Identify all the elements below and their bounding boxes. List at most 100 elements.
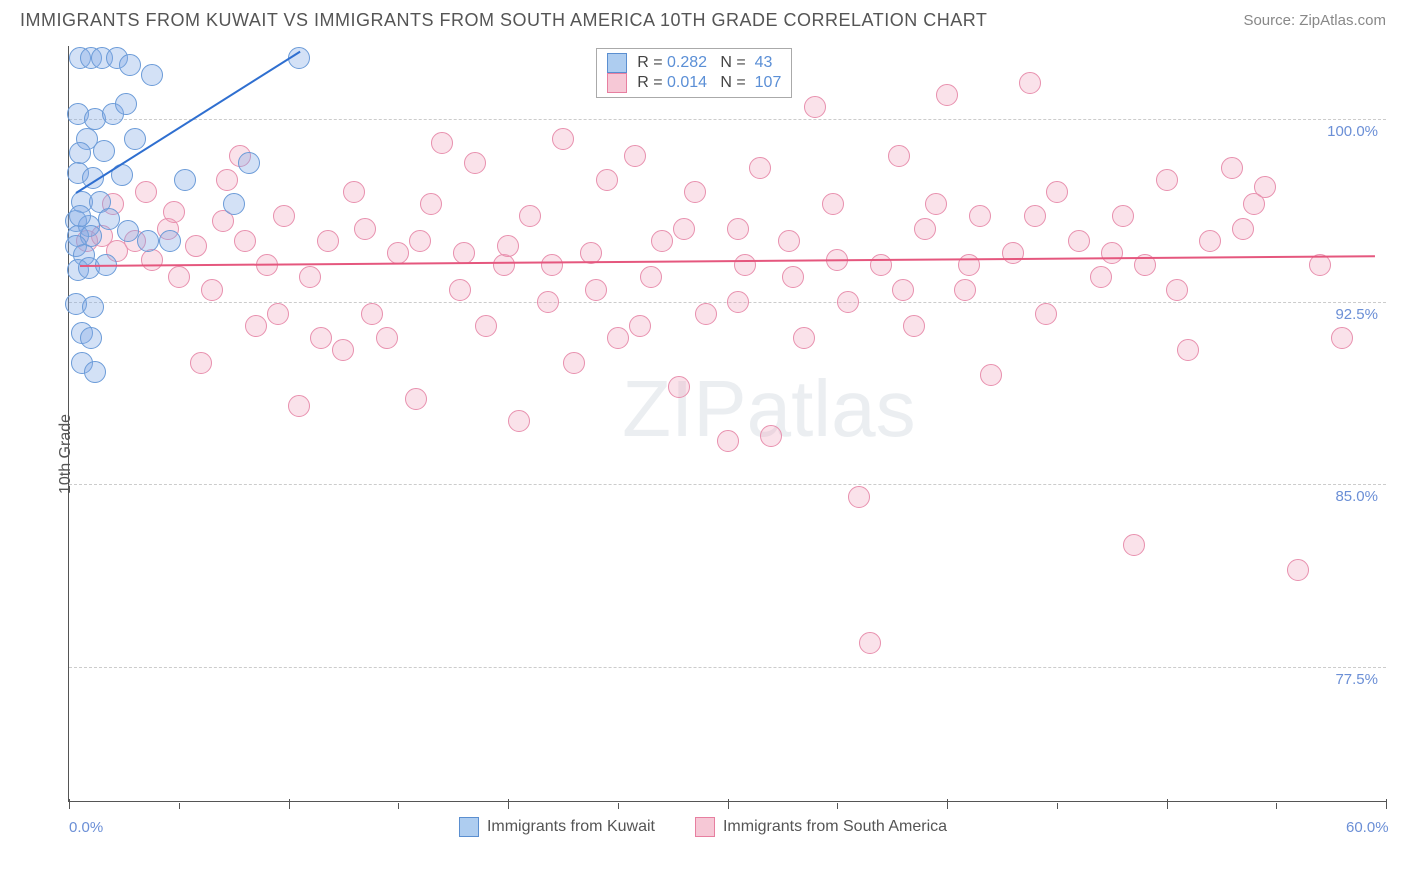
x-tick xyxy=(508,799,509,809)
data-point xyxy=(267,303,289,325)
data-point xyxy=(115,93,137,115)
data-point xyxy=(1123,534,1145,556)
legend-row: R = 0.014 N = 107 xyxy=(607,73,782,93)
data-point xyxy=(734,254,756,276)
data-point xyxy=(717,430,739,452)
data-point xyxy=(201,279,223,301)
data-point xyxy=(640,266,662,288)
data-point xyxy=(190,352,212,374)
x-tick-minor xyxy=(179,803,180,809)
data-point xyxy=(822,193,844,215)
data-point xyxy=(1254,176,1276,198)
data-point xyxy=(245,315,267,337)
data-point xyxy=(563,352,585,374)
data-point xyxy=(1199,230,1221,252)
data-point xyxy=(684,181,706,203)
data-point xyxy=(727,291,749,313)
data-point xyxy=(288,395,310,417)
x-tick-minor xyxy=(1057,803,1058,809)
data-point xyxy=(1166,279,1188,301)
data-point xyxy=(361,303,383,325)
data-point xyxy=(607,327,629,349)
x-tick xyxy=(289,799,290,809)
gridline xyxy=(69,119,1386,120)
data-point xyxy=(804,96,826,118)
data-point xyxy=(174,169,196,191)
data-point xyxy=(624,145,646,167)
data-point xyxy=(892,279,914,301)
data-point xyxy=(82,296,104,318)
data-point xyxy=(1156,169,1178,191)
data-point xyxy=(273,205,295,227)
data-point xyxy=(137,230,159,252)
legend-stat-text: R = 0.282 N = 43 xyxy=(633,54,773,72)
y-tick-label: 85.0% xyxy=(1335,488,1378,505)
data-point xyxy=(216,169,238,191)
data-point xyxy=(117,220,139,242)
data-point xyxy=(409,230,431,252)
x-tick-minor xyxy=(837,803,838,809)
data-point xyxy=(376,327,398,349)
data-point xyxy=(980,364,1002,386)
data-point xyxy=(537,291,559,313)
data-point xyxy=(695,303,717,325)
data-point xyxy=(168,266,190,288)
data-point xyxy=(673,218,695,240)
data-point xyxy=(519,205,541,227)
data-point xyxy=(84,361,106,383)
data-point xyxy=(343,181,365,203)
legend-row: R = 0.282 N = 43 xyxy=(607,53,782,73)
data-point xyxy=(888,145,910,167)
data-point xyxy=(552,128,574,150)
x-tick-minor xyxy=(618,803,619,809)
x-tick xyxy=(1167,799,1168,809)
legend-label: Immigrants from Kuwait xyxy=(487,818,655,836)
data-point xyxy=(124,128,146,150)
data-point xyxy=(310,327,332,349)
data-point xyxy=(629,315,651,337)
y-tick-label: 77.5% xyxy=(1335,671,1378,688)
data-point xyxy=(936,84,958,106)
legend-swatch xyxy=(459,817,479,837)
data-point xyxy=(317,230,339,252)
data-point xyxy=(493,254,515,276)
data-point xyxy=(387,242,409,264)
data-point xyxy=(234,230,256,252)
x-tick xyxy=(1386,799,1387,809)
series-legend: Immigrants from KuwaitImmigrants from So… xyxy=(20,817,1386,837)
y-tick-label: 100.0% xyxy=(1327,123,1378,140)
data-point xyxy=(859,632,881,654)
data-point xyxy=(1221,157,1243,179)
data-point xyxy=(431,132,453,154)
data-point xyxy=(98,208,120,230)
data-point xyxy=(651,230,673,252)
legend-stat-text: R = 0.014 N = 107 xyxy=(633,74,782,92)
x-tick xyxy=(728,799,729,809)
legend-swatch xyxy=(607,73,627,93)
data-point xyxy=(475,315,497,337)
data-point xyxy=(69,142,91,164)
gridline xyxy=(69,484,1386,485)
data-point xyxy=(141,64,163,86)
data-point xyxy=(497,235,519,257)
data-point xyxy=(508,410,530,432)
data-point xyxy=(1068,230,1090,252)
y-tick-label: 92.5% xyxy=(1335,306,1378,323)
data-point xyxy=(1046,181,1068,203)
data-point xyxy=(727,218,749,240)
plot-area: ZIPatlas R = 0.282 N = 43 R = 0.014 N = … xyxy=(68,46,1386,802)
data-point xyxy=(159,230,181,252)
data-point xyxy=(80,327,102,349)
data-point xyxy=(69,205,91,227)
data-point xyxy=(541,254,563,276)
data-point xyxy=(1331,327,1353,349)
data-point xyxy=(760,425,782,447)
data-point xyxy=(453,242,475,264)
data-point xyxy=(749,157,771,179)
data-point xyxy=(93,140,115,162)
data-point xyxy=(1101,242,1123,264)
data-point xyxy=(1090,266,1112,288)
correlation-legend: R = 0.282 N = 43 R = 0.014 N = 107 xyxy=(596,48,793,98)
data-point xyxy=(185,235,207,257)
data-point xyxy=(332,339,354,361)
